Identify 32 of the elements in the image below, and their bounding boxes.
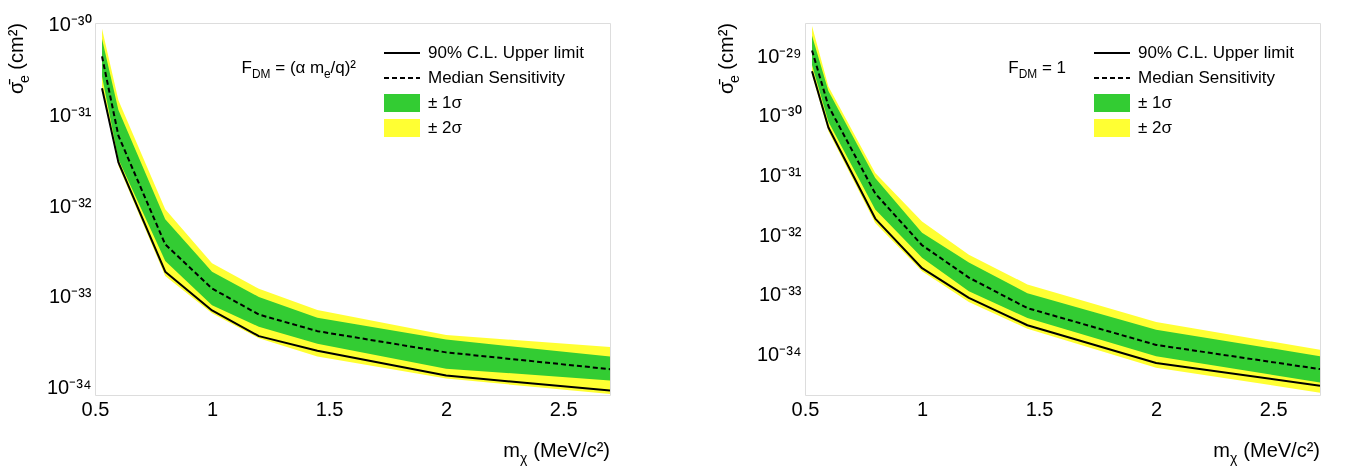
x-tick-label: 1.5 bbox=[315, 397, 344, 420]
legend-label: Median Sensitivity bbox=[428, 68, 566, 87]
y-axis-title: σ̄e (cm²) bbox=[5, 23, 32, 95]
x-tick-label: 2.5 bbox=[1259, 397, 1288, 420]
y-tick-label: 10⁻³⁴ bbox=[47, 376, 92, 399]
legend-label: 90% C.L. Upper limit bbox=[1138, 43, 1295, 62]
x-tick-label: 0.5 bbox=[81, 397, 110, 420]
y-tick-label: 10⁻³⁰ bbox=[48, 13, 92, 36]
x-tick-label: 1 bbox=[206, 397, 219, 420]
legend-label: 90% C.L. Upper limit bbox=[428, 43, 585, 62]
legend-label: ± 1σ bbox=[1138, 93, 1173, 112]
y-tick-label: 10⁻³⁴ bbox=[757, 343, 802, 366]
x-tick-label: 2 bbox=[441, 397, 453, 420]
x-tick-label: 1.5 bbox=[1025, 397, 1054, 420]
y-tick-label: 10⁻³¹ bbox=[758, 164, 802, 187]
legend-label: ± 2σ bbox=[1138, 118, 1173, 137]
y-tick-label: 10⁻³² bbox=[48, 194, 92, 217]
y-tick-label: 10⁻³² bbox=[758, 223, 802, 246]
legend-label: Median Sensitivity bbox=[1138, 68, 1276, 87]
x-tick-label: 2.5 bbox=[549, 397, 578, 420]
x-tick-label: 0.5 bbox=[791, 397, 820, 420]
y-tick-label: 10⁻³¹ bbox=[48, 104, 92, 127]
x-tick-label: 2 bbox=[1151, 397, 1163, 420]
y-tick-label: 10⁻³⁰ bbox=[758, 104, 802, 127]
y-tick-label: 10⁻²⁹ bbox=[757, 44, 802, 67]
y-tick-label: 10⁻³³ bbox=[758, 283, 802, 306]
line-series bbox=[101, 87, 610, 392]
x-tick-label: 1 bbox=[916, 397, 929, 420]
y-axis-title: σ̄e (cm²) bbox=[715, 23, 742, 95]
y-tick-label: 10⁻³³ bbox=[48, 285, 92, 308]
legend-label: ± 1σ bbox=[428, 93, 463, 112]
legend-label: ± 2σ bbox=[428, 118, 463, 137]
